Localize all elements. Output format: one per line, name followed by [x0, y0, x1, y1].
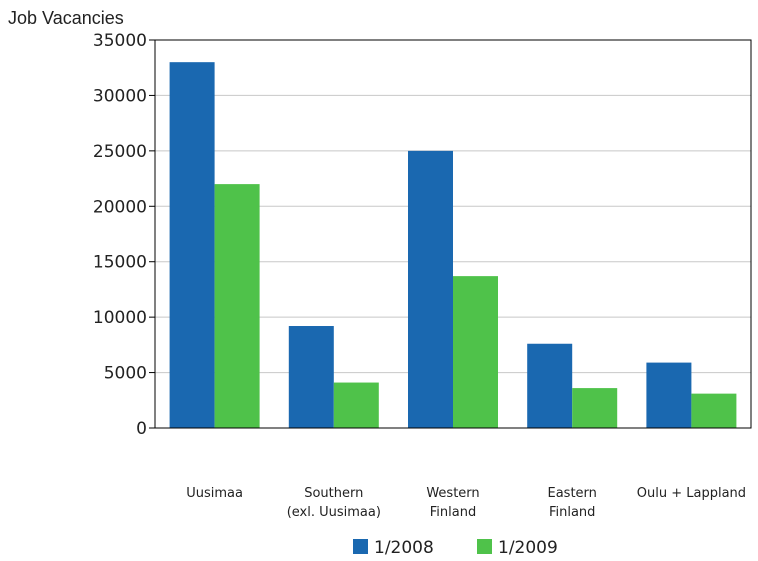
- legend-label: 1/2008: [374, 538, 434, 558]
- x-tick-label: Uusimaa: [186, 486, 243, 501]
- bars: [169, 62, 737, 429]
- y-tick-label: 25000: [93, 142, 147, 162]
- x-tick-label: (exl. Uusimaa): [287, 505, 381, 520]
- legend-swatch: [353, 539, 368, 554]
- y-tick-label: 10000: [93, 308, 147, 328]
- x-tick-label: Eastern: [547, 486, 596, 501]
- bar: [453, 276, 498, 428]
- x-tick-label: Finland: [430, 505, 476, 520]
- y-axis-label: Job Vacancies: [8, 8, 124, 28]
- plot-frame: [154, 39, 752, 429]
- legend: 1/2008 1/2009: [353, 538, 558, 558]
- y-tick-label: 35000: [93, 31, 147, 51]
- y-axis-ticks: 0 5000 10000 15000 20000 25000 30000 35000: [93, 31, 155, 439]
- bar: [408, 150, 453, 428]
- x-axis-ticks: Uusimaa Southern (exl. Uusimaa) Western Finl…: [186, 486, 746, 520]
- bar: [169, 62, 215, 429]
- bar: [214, 184, 260, 428]
- bar: [691, 393, 737, 428]
- legend-label: 1/2009: [498, 538, 558, 558]
- y-tick-label: 0: [136, 419, 147, 439]
- bar: [527, 343, 573, 428]
- y-tick-label: 20000: [93, 197, 147, 217]
- x-tick-label: Finland: [549, 505, 595, 520]
- y-tick-label: 5000: [104, 364, 147, 384]
- bar: [288, 326, 334, 428]
- bar: [646, 362, 692, 428]
- x-tick-label: Western: [426, 486, 479, 501]
- y-tick-label: 30000: [93, 86, 147, 106]
- y-tick-label: 15000: [93, 253, 147, 273]
- x-tick-label: Southern: [304, 486, 363, 501]
- legend-swatch: [477, 539, 492, 554]
- bar: [333, 382, 379, 428]
- x-tick-label: Oulu + Lappland: [637, 486, 746, 501]
- bar: [572, 388, 618, 428]
